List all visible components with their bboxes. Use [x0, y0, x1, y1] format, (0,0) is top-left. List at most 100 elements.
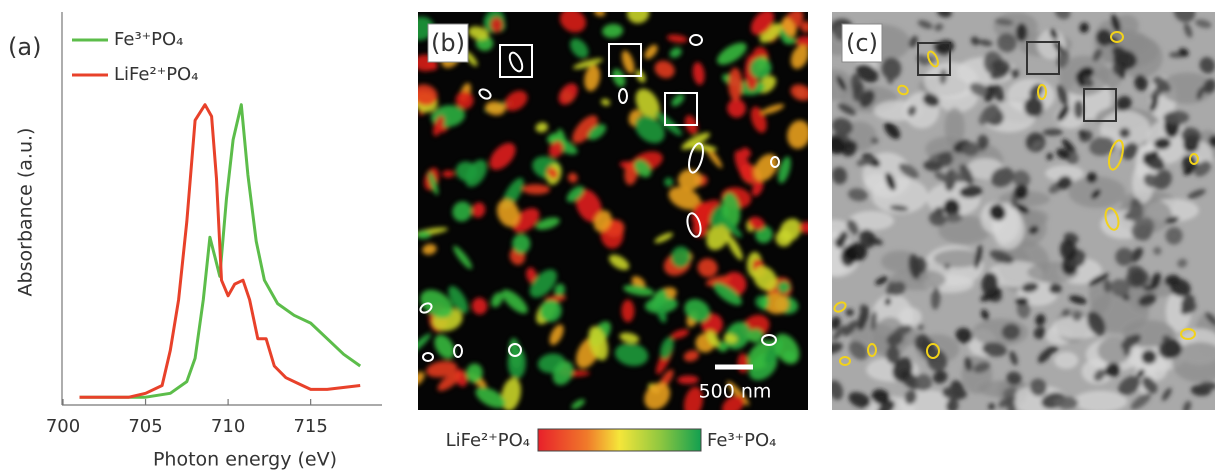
blob — [1163, 110, 1190, 125]
ellipse-marker — [1108, 139, 1124, 171]
blob — [1093, 368, 1106, 382]
blob — [1029, 378, 1047, 397]
blob — [832, 380, 844, 401]
blob — [1153, 76, 1171, 93]
blob — [1165, 226, 1183, 245]
blob — [418, 84, 438, 106]
blob — [1142, 152, 1165, 171]
blob — [917, 323, 924, 331]
blob — [889, 204, 909, 212]
blob — [1056, 105, 1070, 122]
blob — [1130, 393, 1151, 410]
blob — [961, 142, 980, 157]
blob — [984, 84, 996, 103]
blob — [832, 316, 841, 330]
ellipse-marker — [839, 356, 851, 366]
blob — [1001, 323, 1021, 341]
blob — [927, 349, 948, 372]
blob — [1046, 152, 1054, 161]
blob — [677, 169, 702, 191]
blob — [922, 93, 940, 107]
blob — [773, 333, 800, 365]
blob — [671, 93, 685, 107]
blob — [734, 150, 753, 182]
blob — [634, 115, 665, 144]
blob — [1061, 308, 1071, 318]
blob — [969, 82, 988, 97]
blob — [1119, 127, 1131, 139]
blob — [928, 211, 947, 226]
blob — [716, 341, 729, 352]
blob — [677, 375, 699, 385]
blob — [670, 329, 690, 339]
blob — [1127, 206, 1144, 222]
blob — [977, 134, 989, 149]
blob — [760, 294, 770, 311]
ellipse-marker — [686, 212, 702, 238]
blob — [955, 327, 973, 344]
blob — [915, 374, 932, 391]
blob — [1031, 140, 1043, 150]
blob — [535, 122, 549, 133]
x-tick-label: 705 — [128, 416, 162, 437]
blob — [1115, 95, 1132, 112]
blob — [539, 299, 562, 323]
blob — [740, 147, 751, 158]
blob — [1014, 184, 1028, 200]
blob — [549, 140, 564, 158]
blob — [998, 395, 1017, 408]
blob — [418, 371, 425, 386]
blob — [888, 281, 906, 296]
blob — [593, 210, 612, 232]
blob — [916, 54, 930, 66]
blob — [1135, 223, 1152, 241]
y-axis-label: Absorbance (a.u.) — [15, 128, 37, 297]
blob — [980, 288, 1002, 302]
blob — [1180, 302, 1197, 315]
blob — [1122, 336, 1131, 357]
blob — [1091, 189, 1101, 200]
blob — [1182, 400, 1192, 410]
blob — [795, 36, 808, 48]
blob — [1057, 175, 1073, 190]
blob — [917, 20, 933, 29]
blob — [787, 120, 808, 149]
ellipse-marker — [1110, 31, 1124, 43]
blob — [651, 289, 667, 310]
blob — [749, 57, 772, 79]
ellipse-marker — [926, 343, 940, 359]
blob — [522, 184, 551, 195]
blob — [546, 132, 561, 143]
box-marker — [608, 43, 642, 77]
blob — [485, 101, 506, 116]
ellipse-marker — [897, 84, 909, 96]
blob — [644, 382, 671, 410]
blob — [832, 166, 847, 182]
blob — [859, 229, 876, 249]
blob — [1122, 142, 1139, 160]
ellipse-marker — [1189, 153, 1199, 165]
blob — [848, 210, 895, 231]
blob — [627, 12, 650, 24]
label-box — [427, 23, 469, 63]
legend-label: Fe³⁺PO₄ — [114, 29, 183, 50]
blob — [660, 336, 674, 360]
blob — [475, 387, 506, 409]
blob — [753, 265, 777, 291]
blob — [471, 202, 486, 218]
blob — [1130, 269, 1146, 287]
blob — [552, 361, 574, 386]
blob — [723, 333, 738, 344]
blob — [669, 47, 682, 58]
blob — [1194, 160, 1212, 177]
blob — [790, 84, 808, 101]
blob — [1072, 311, 1083, 322]
blob — [428, 171, 439, 196]
blob — [993, 83, 1004, 103]
box-marker — [664, 92, 698, 126]
box-marker — [917, 42, 951, 76]
markers — [419, 34, 780, 362]
blob — [944, 107, 965, 148]
blob — [857, 305, 869, 331]
blob — [683, 350, 700, 362]
